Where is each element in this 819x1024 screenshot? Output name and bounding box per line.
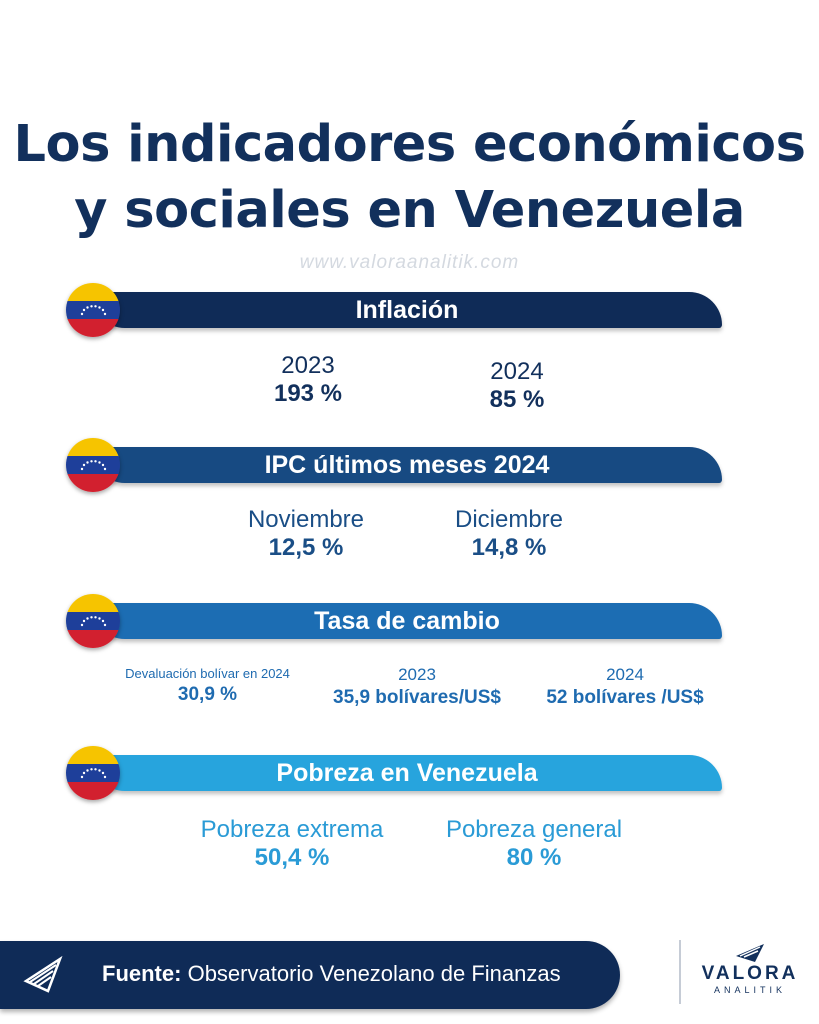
year-label: 2023 [398,665,436,684]
brand-name: VALORA [701,963,799,984]
month-label: Diciembre [454,506,564,533]
poverty-value: 50,4 % [254,844,330,871]
footer-divider [679,940,681,1004]
pobreza-general: Pobreza general 80 % [416,816,652,872]
exchange-rate-value: 35,9 bolívares/US$ [333,687,501,708]
section-title: Inflación [355,295,459,324]
section-title: Tasa de cambio [314,606,500,635]
valora-analitik-logo: VALORA ANALITIK [700,942,800,996]
ipc-diciembre: Diciembre 14,8 % [424,506,594,562]
inflation-value: 85 % [489,386,545,413]
brand-subtitle: ANALITIK [713,985,786,995]
pobreza-extrema: Pobreza extrema 50,4 % [174,816,410,872]
source-name: Observatorio Venezolano de Finanzas [187,961,561,986]
source-text: Fuente: Observatorio Venezolano de Finan… [102,961,561,987]
section-inflacion: Inflación [66,283,726,341]
inflacion-2023: 2023 193 % [238,352,378,408]
valora-wing-icon [23,955,63,993]
source-label: Fuente: [102,961,182,986]
devaluation-label: Devaluación bolívar en 2024 [125,666,290,681]
month-label: Noviembre [247,506,365,533]
venezuela-flag-icon [66,594,120,648]
section-title: Pobreza en Venezuela [276,758,538,787]
poverty-value: 80 % [506,844,562,871]
page-title: Los indicadores económicos y sociales en… [0,112,819,244]
section-title: IPC últimos meses 2024 [264,450,550,479]
venezuela-flag-icon [66,283,120,337]
ipc-value: 12,5 % [268,534,344,561]
valora-logo-icon [736,944,764,962]
title-line-2: y sociales en Venezuela [74,181,745,240]
year-label: 2024 [490,358,544,385]
tasa-2023: 2023 35,9 bolívares/US$ [318,664,516,710]
inflation-value: 193 % [273,380,343,407]
section-header-bar: Inflación [92,292,722,328]
tasa-2024: 2024 52 bolívares /US$ [526,664,724,710]
poverty-label: Pobreza general [445,816,623,843]
poverty-label: Pobreza extrema [200,816,384,843]
venezuela-flag-icon [66,438,120,492]
exchange-rate-value: 52 bolívares /US$ [546,687,704,708]
section-ipc: IPC últimos meses 2024 [66,438,726,496]
year-label: 2023 [281,352,335,379]
ipc-value: 14,8 % [471,534,547,561]
venezuela-flag-icon [66,746,120,800]
section-header-bar: IPC últimos meses 2024 [92,447,722,483]
devaluation-value: 30,9 % [177,684,238,705]
section-header-bar: Tasa de cambio [92,603,722,639]
source-footer: Fuente: Observatorio Venezolano de Finan… [0,941,620,1009]
year-label: 2024 [606,665,644,684]
devaluacion-bolivar: Devaluación bolívar en 2024 30,9 % [100,665,315,707]
section-header-bar: Pobreza en Venezuela [92,755,722,791]
section-tasa-de-cambio: Tasa de cambio [66,594,726,652]
ipc-noviembre: Noviembre 12,5 % [221,506,391,562]
inflacion-2024: 2024 85 % [447,358,587,414]
title-line-1: Los indicadores económicos [13,115,806,174]
section-pobreza: Pobreza en Venezuela [66,746,726,804]
watermark-url: www.valoraanalitik.com [299,252,520,273]
